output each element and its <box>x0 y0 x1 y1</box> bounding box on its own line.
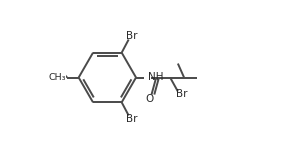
Text: NH: NH <box>148 72 163 82</box>
Text: CH₃: CH₃ <box>49 73 66 82</box>
Text: Br: Br <box>126 31 138 41</box>
Text: O: O <box>146 94 154 104</box>
Text: Br: Br <box>126 114 138 124</box>
Text: Br: Br <box>176 89 188 99</box>
